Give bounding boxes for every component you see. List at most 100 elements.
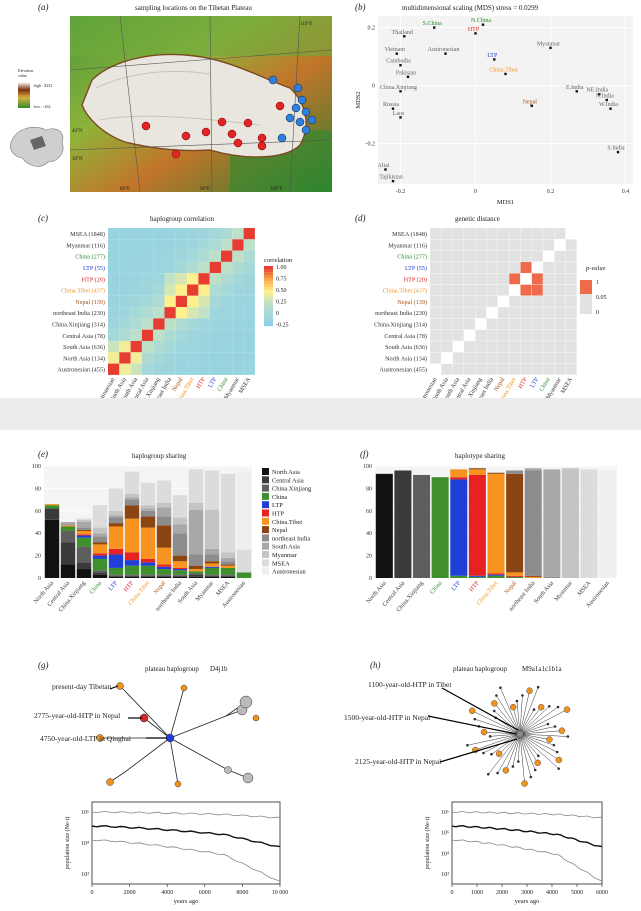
panel-f-title: haplotype sharing [455, 452, 505, 460]
star-center-node [516, 730, 524, 738]
distance-cell [486, 250, 498, 263]
bar-segment [204, 470, 220, 510]
panel-c-heatmap: MSEA (1848) Myanmar (116) China (277) LTP (… [52, 228, 293, 398]
bar-segment [156, 575, 172, 577]
distance-cell [441, 261, 453, 274]
bar-segment [140, 510, 156, 517]
distance-cell [542, 261, 555, 274]
bar-segment [204, 574, 220, 576]
star-node [537, 704, 545, 711]
mds-point-label: Tajikistan [379, 175, 403, 181]
bar-segment [124, 574, 140, 576]
bar-segment [204, 576, 220, 578]
bar-segment [140, 558, 156, 563]
bar-segment [92, 570, 108, 573]
star-edge [496, 695, 521, 735]
bar-legend-swatch [262, 559, 269, 567]
lon-tick-80: 80°E [120, 187, 130, 192]
heatmap-c-cell [119, 284, 131, 296]
distance-cell [531, 318, 544, 330]
lat-tick-30: 30°N [72, 157, 83, 162]
heatmap-c-cell [221, 329, 233, 341]
bar-segment [124, 471, 140, 494]
distance-cell [452, 227, 465, 240]
panel-g-title-a: plateau haplogroup [145, 665, 199, 673]
heatmap-c-cell [175, 318, 188, 330]
skyline-xtick: 6000 [596, 890, 608, 896]
distance-cell [429, 261, 442, 274]
heatmap-c-legend-step [264, 266, 273, 270]
heatmap-c-cell [198, 284, 210, 296]
bar-category-label: LTP [450, 579, 462, 592]
distance-cell [508, 227, 521, 240]
bar-segment [220, 557, 236, 562]
distance-cell [486, 261, 498, 274]
skyline-xtick: 1000 [471, 890, 483, 896]
star-node-small [473, 717, 477, 721]
heatmap-c-cell [209, 284, 221, 296]
heatmap-c-cell [221, 284, 233, 296]
bar-segment [172, 570, 188, 575]
svg-text:value: value [18, 73, 27, 78]
bar-legend-label: North Asia [272, 469, 300, 476]
bar-ytick: 60 [366, 509, 372, 515]
heatmap-c-cell [164, 329, 176, 341]
distance-cell [542, 284, 555, 296]
bar-ytick: 100 [363, 464, 372, 470]
distance-cell [486, 306, 498, 319]
heatmap-c-cell [243, 329, 255, 341]
panel-d-title: genetic distance [455, 215, 500, 223]
heatmap-c-cell [141, 239, 154, 251]
bar-legend-swatch [262, 492, 269, 500]
distance-cell [497, 352, 510, 364]
heatmap-c-legend-step [264, 299, 273, 303]
distance-cell [486, 363, 498, 376]
distance-cell [452, 329, 465, 342]
bar-legend-label: Nepal [272, 527, 287, 534]
bar-ytick: 0 [38, 576, 41, 582]
bar-segment [156, 525, 172, 548]
skyline-xtick: 8000 [236, 890, 248, 896]
distance-cell [554, 340, 566, 353]
heatmap-c-legend-step [264, 302, 273, 306]
bar-legend-label: Austronesian [272, 569, 307, 576]
bar-segment [506, 576, 524, 578]
star-edge [500, 687, 521, 735]
star-edge [519, 709, 535, 735]
heatmap-c-cell [221, 341, 233, 353]
heatmap-c-cell [209, 295, 221, 308]
distance-cell [565, 227, 578, 240]
bar-segment [140, 516, 156, 528]
distance-cell [452, 250, 465, 263]
elev-legend-bar [18, 82, 30, 108]
mds-point [530, 104, 533, 107]
mds-point-label: China.Xinjiang [380, 85, 417, 91]
heatmap-c-cell [243, 250, 255, 262]
star-edge [467, 733, 521, 746]
distance-cell [463, 352, 476, 364]
panel-g-ann2: 2775-year-old-HTP in Nepal [34, 711, 121, 720]
bar-segment [92, 536, 108, 543]
heatmap-c-legend-step [264, 317, 273, 321]
panel-b-label: (b) [355, 2, 366, 12]
heatmap-c-legend-step [264, 296, 273, 300]
skyline-ytick: 10⁶ [441, 810, 449, 816]
bar-segment [236, 471, 252, 550]
panel-h-title-b: M9a1a1c1b1a [522, 665, 562, 673]
star-node-small [492, 709, 496, 713]
distance-cell [531, 352, 544, 364]
heatmap-c-cell [209, 352, 221, 364]
star-edge [519, 733, 568, 737]
bar-segment [92, 555, 108, 559]
star-edge [519, 726, 556, 735]
distance-cell [486, 227, 498, 240]
distance-cell [441, 306, 453, 319]
bar-legend-label: northeast India [272, 535, 310, 542]
mds-point-label: W.India [599, 102, 618, 108]
lon-tick-90: 90°E [200, 187, 210, 192]
heatmap-c-cell [119, 261, 131, 274]
distance-cell [497, 227, 510, 240]
heatmap-c-cell [232, 341, 244, 353]
bar-segment [450, 477, 468, 480]
bar-segment [220, 567, 236, 575]
